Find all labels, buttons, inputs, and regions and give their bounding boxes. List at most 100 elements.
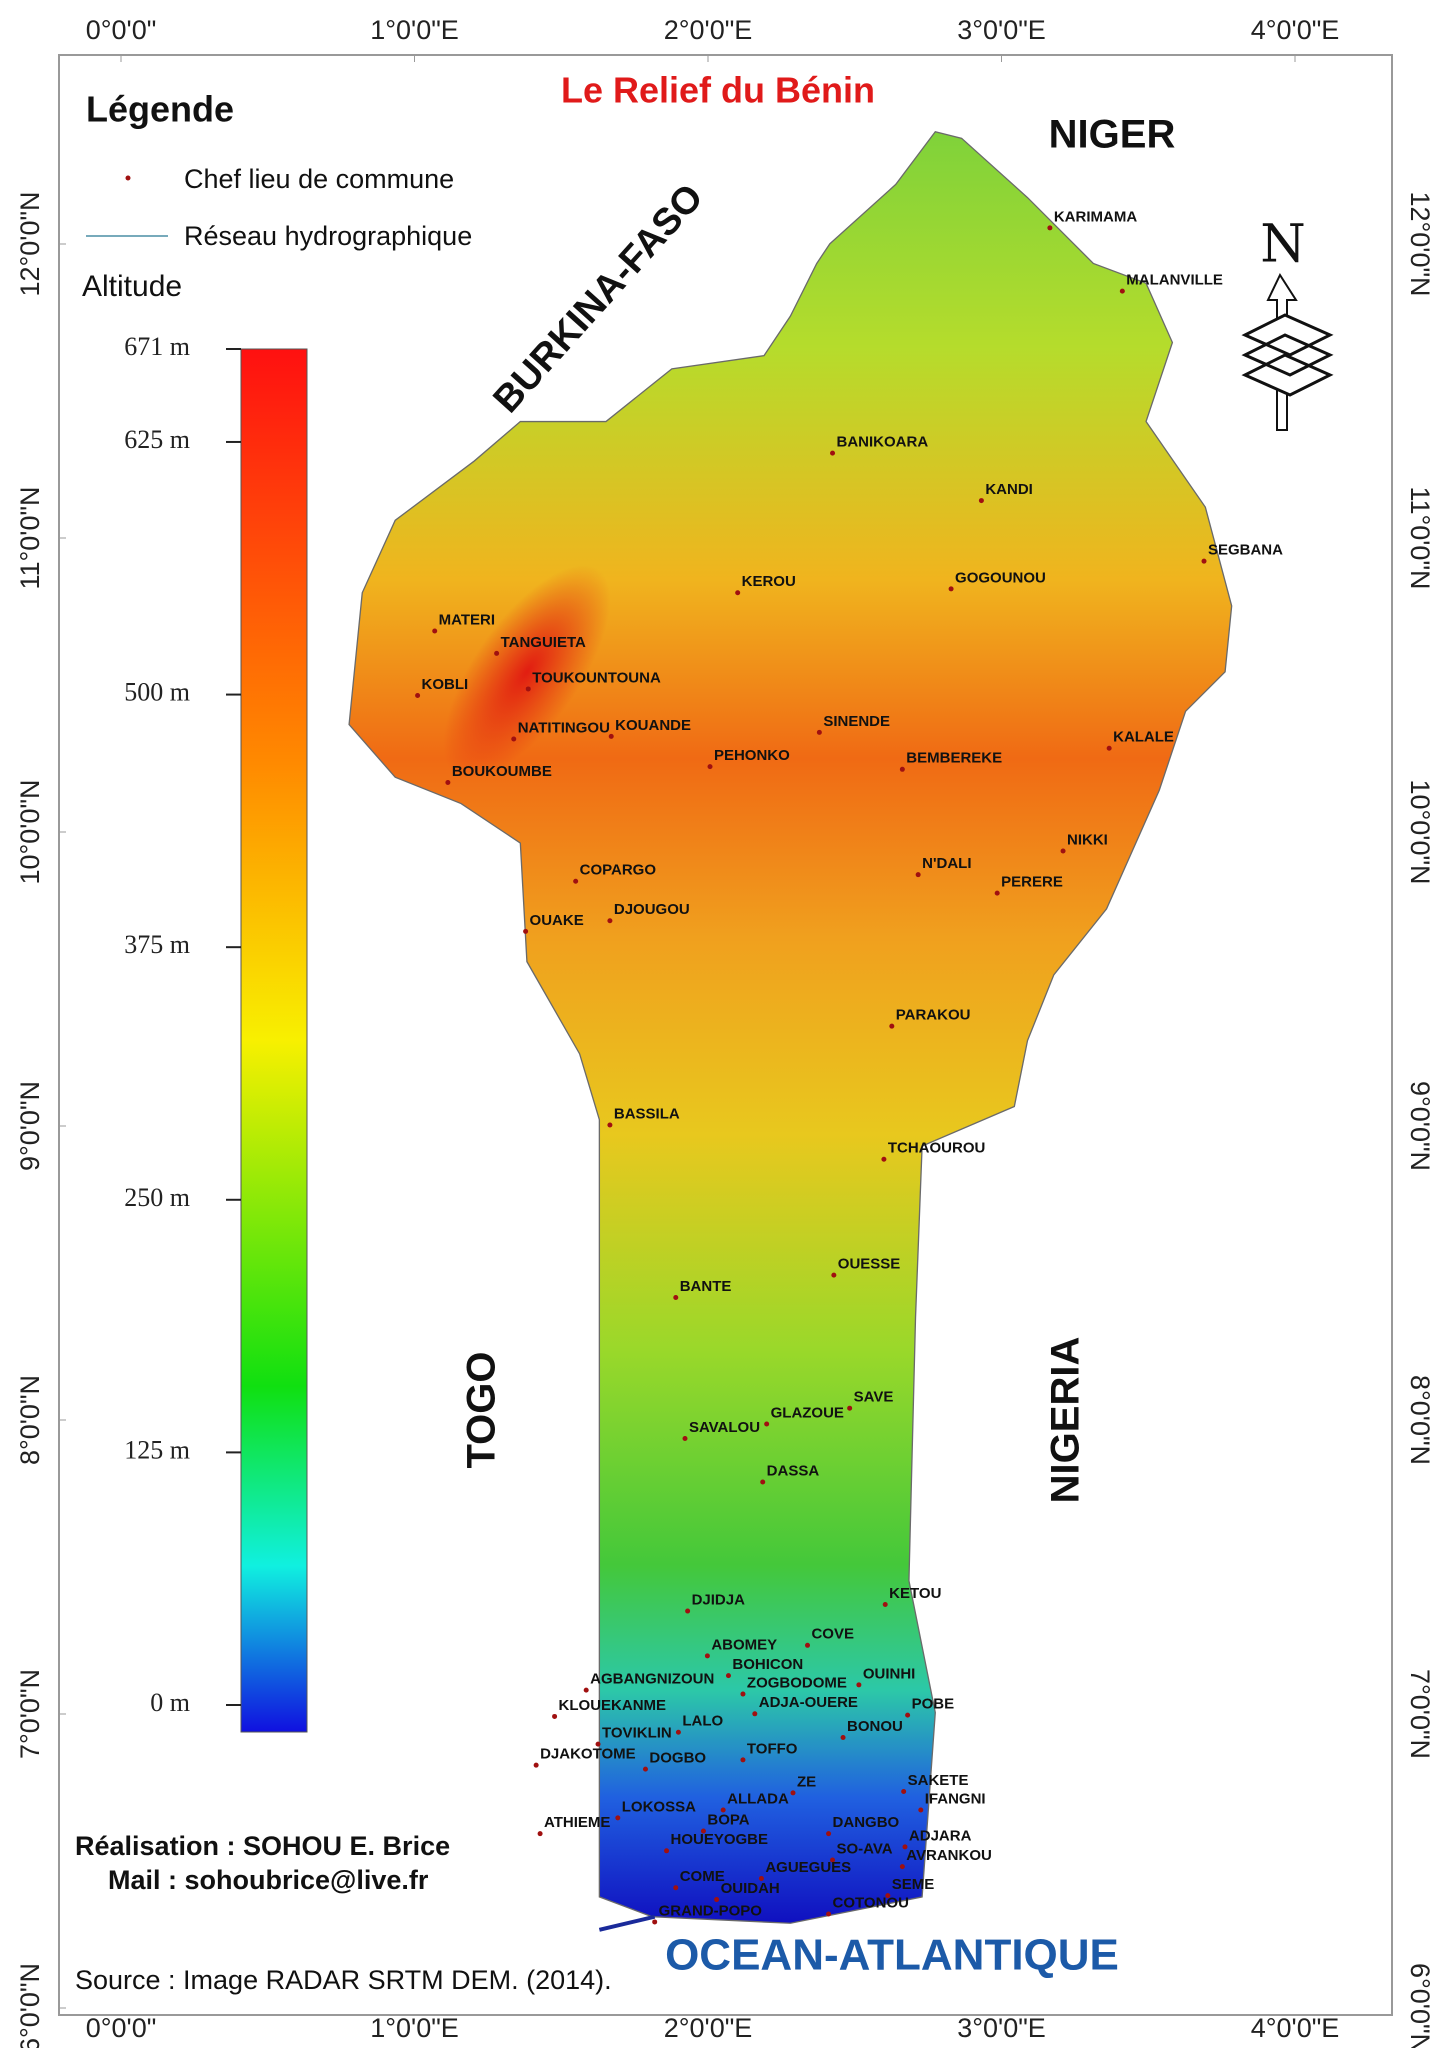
town-marker xyxy=(537,1831,543,1837)
town-marker xyxy=(415,693,421,699)
town-label: COPARGO xyxy=(580,862,657,879)
town-marker xyxy=(675,1729,681,1735)
town-marker xyxy=(752,1711,758,1717)
region-label: NIGER xyxy=(1049,113,1176,157)
town-label: DASSA xyxy=(767,1462,820,1479)
town-label: IFANGNI xyxy=(925,1790,986,1807)
town-marker xyxy=(1106,745,1112,751)
town-marker xyxy=(830,450,836,456)
town-marker xyxy=(573,878,579,884)
latitude-label: 9°0'0"N xyxy=(15,1081,45,1171)
town-label: TOFFO xyxy=(747,1740,798,1757)
town-label: DJAKOTOME xyxy=(540,1746,636,1763)
town-marker xyxy=(847,1405,853,1411)
latitude-label: 9°0'0"N xyxy=(1405,1081,1435,1171)
town-label: BEMBEREKE xyxy=(906,750,1002,767)
town-marker xyxy=(948,586,954,592)
town-label: HOUEYOGBE xyxy=(671,1831,769,1848)
town-label: COVE xyxy=(811,1626,854,1643)
latitude-label: 7°0'0"N xyxy=(1405,1669,1435,1759)
town-marker xyxy=(826,1831,832,1837)
town-marker xyxy=(494,650,500,656)
town-marker xyxy=(901,1789,907,1795)
town-marker xyxy=(840,1735,846,1741)
town-label: KOBLI xyxy=(422,676,469,693)
town-label: OUINHI xyxy=(863,1665,916,1682)
town-marker xyxy=(758,1875,764,1881)
town-marker xyxy=(902,1844,908,1850)
town-marker xyxy=(432,628,438,634)
town-label: TANGUIETA xyxy=(501,634,586,651)
town-label: TOVIKLIN xyxy=(602,1725,672,1742)
town-marker xyxy=(978,498,984,504)
town-marker xyxy=(685,1608,691,1614)
town-label: AVRANKOU xyxy=(906,1847,992,1864)
town-label: GRAND-POPO xyxy=(659,1902,763,1919)
altitude-tick-label: 375 m xyxy=(124,930,190,959)
town-marker xyxy=(725,1673,731,1679)
town-label: BOPA xyxy=(707,1811,749,1828)
town-marker xyxy=(700,1828,706,1834)
town-label: DJOUGOU xyxy=(614,901,690,918)
town-marker xyxy=(826,1911,832,1917)
town-marker xyxy=(608,733,614,739)
town-label: GLAZOUE xyxy=(771,1404,844,1421)
town-marker xyxy=(533,1762,539,1768)
town-marker xyxy=(790,1790,796,1796)
longitude-label: 4°0'0"E xyxy=(1251,15,1340,45)
latitude-label: 12°0'0"N xyxy=(15,191,45,296)
longitude-label: 2°0'0"E xyxy=(664,15,753,45)
town-marker xyxy=(511,736,517,742)
region-label: TOGO xyxy=(460,1351,504,1468)
latitude-label: 11°0'0"N xyxy=(1405,486,1435,589)
town-marker xyxy=(856,1682,862,1688)
town-marker xyxy=(740,1757,746,1763)
longitude-label: 1°0'0"E xyxy=(370,15,459,45)
town-label: SEME xyxy=(892,1876,935,1893)
north-arrow: N xyxy=(1241,215,1334,431)
legend-item: Chef lieu de commune xyxy=(184,164,454,194)
altitude-tick-label: 125 m xyxy=(124,1435,190,1464)
town-label: ALLADA xyxy=(727,1790,789,1807)
latitude-label: 8°0'0"N xyxy=(15,1375,45,1465)
town-label: OUAKE xyxy=(530,912,584,929)
town-label: MALANVILLE xyxy=(1126,272,1223,289)
town-marker xyxy=(899,766,905,772)
longitude-label: 4°0'0"E xyxy=(1251,2013,1340,2043)
town-marker xyxy=(1047,225,1053,231)
latitude-label: 10°0'0"N xyxy=(1405,779,1435,884)
town-label: DOGBO xyxy=(649,1750,706,1767)
longitude-label: 2°0'0"E xyxy=(664,2013,753,2043)
town-label: SAVALOU xyxy=(689,1419,760,1436)
town-marker xyxy=(740,1691,746,1697)
town-label: N'DALI xyxy=(922,855,971,872)
longitude-label: 0°0'0" xyxy=(86,2013,157,2043)
town-label: COTONOU xyxy=(833,1894,909,1911)
latitude-label: 10°0'0"N xyxy=(15,779,45,884)
town-label: POBE xyxy=(912,1696,955,1713)
town-label: ATHIEME xyxy=(544,1814,610,1831)
town-label: BONOU xyxy=(847,1718,903,1735)
town-label: DANGBO xyxy=(833,1814,900,1831)
town-label: KANDI xyxy=(985,481,1032,498)
altitude-bar xyxy=(240,348,308,1733)
town-label: TOUKOUNTOUNA xyxy=(532,669,661,686)
town-label: BANTE xyxy=(680,1278,732,1295)
latitude-label: 8°0'0"N xyxy=(1405,1375,1435,1465)
town-label: LALO xyxy=(682,1713,723,1730)
town-label: OUESSE xyxy=(838,1256,901,1273)
town-marker xyxy=(1119,288,1125,294)
latitude-label: 11°0'0"N xyxy=(15,486,45,589)
town-marker xyxy=(552,1713,558,1719)
town-marker xyxy=(642,1766,648,1772)
town-label: SO-AVA xyxy=(836,1840,892,1857)
town-marker xyxy=(918,1807,924,1813)
town-label: ABOMEY xyxy=(711,1636,777,1653)
town-label: SEGBANA xyxy=(1208,542,1283,559)
town-label: GOGOUNOU xyxy=(955,569,1046,586)
town-label: SAKETE xyxy=(908,1772,969,1789)
town-marker xyxy=(615,1815,621,1821)
town-marker xyxy=(905,1712,911,1718)
town-marker xyxy=(607,1122,613,1128)
town-label: SINENDE xyxy=(823,713,890,730)
